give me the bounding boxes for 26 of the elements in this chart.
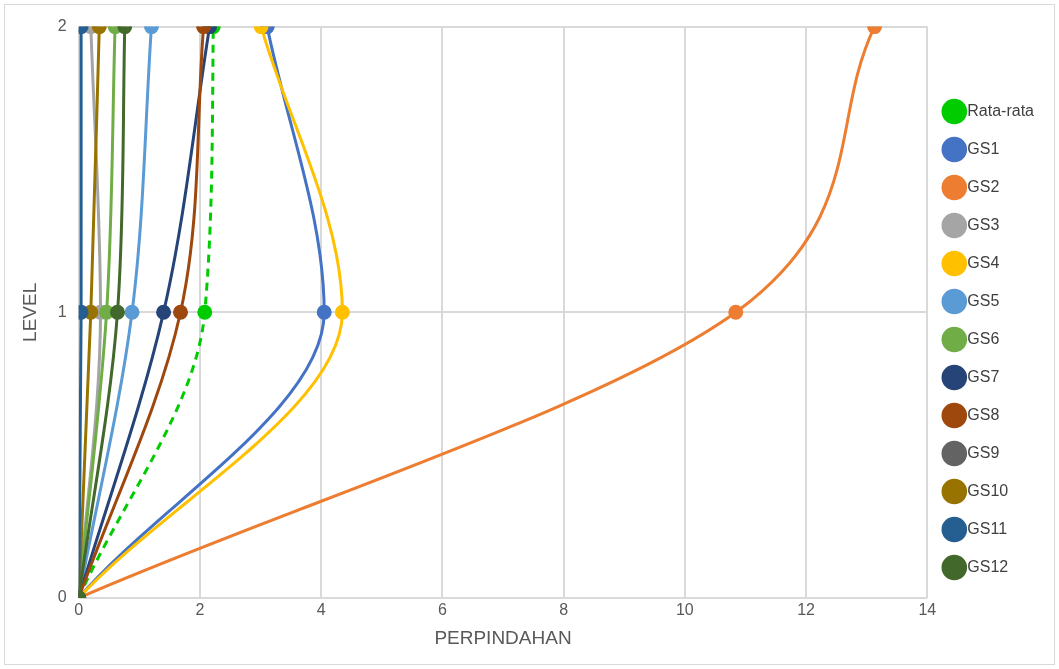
x-tick-label: 14 <box>918 601 937 619</box>
legend-label: GS7 <box>967 367 1000 385</box>
legend-label: GS11 <box>967 519 1008 537</box>
legend-label: GS10 <box>967 481 1009 499</box>
x-tick-label: 2 <box>195 601 205 619</box>
x-tick-label: 0 <box>74 601 84 619</box>
y-tick-label: 0 <box>57 588 67 606</box>
x-tick-label: 12 <box>797 601 816 619</box>
legend-label: GS8 <box>967 405 1000 423</box>
legend-label: GS3 <box>967 215 1000 233</box>
legend-label: GS1 <box>967 139 1000 157</box>
x-tick-label: 10 <box>675 601 694 619</box>
legend-label: Rata-rata <box>967 101 1035 119</box>
x-tick-label: 4 <box>316 601 326 619</box>
y-axis-title: LEVEL <box>18 282 40 342</box>
legend-label: GS5 <box>967 291 1000 309</box>
x-axis-title: PERPINDAHAN <box>434 626 572 648</box>
x-tick-label: 8 <box>559 601 569 619</box>
legend-label: GS9 <box>967 443 1000 461</box>
legend-label: GS2 <box>967 177 1000 195</box>
y-tick-label: 2 <box>57 17 67 35</box>
x-tick-label: 6 <box>437 601 447 619</box>
y-tick-label: 1 <box>57 302 67 320</box>
legend-label: GS6 <box>967 329 1000 347</box>
legend-label: GS4 <box>967 253 1000 271</box>
legend-label: GS12 <box>967 557 1009 575</box>
